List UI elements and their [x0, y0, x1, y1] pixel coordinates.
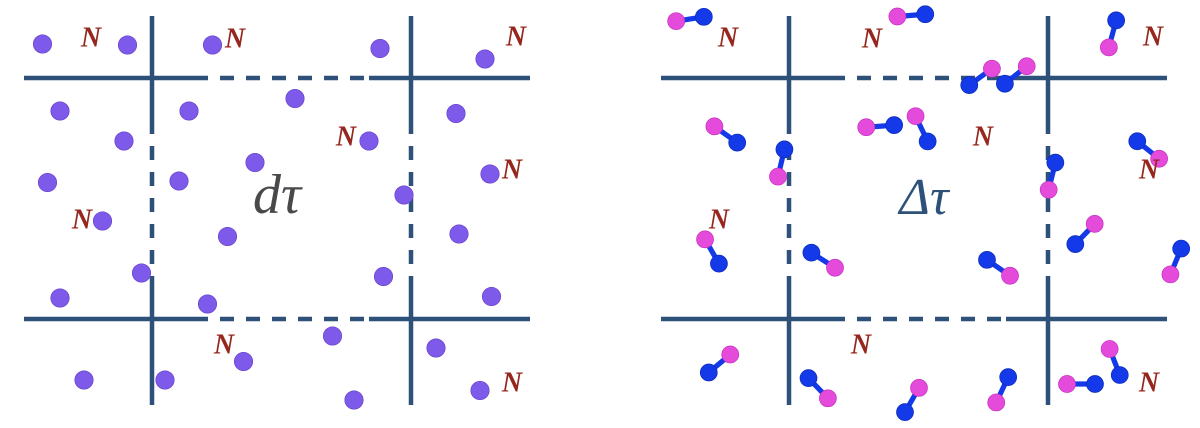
svg-text:N: N [335, 121, 358, 152]
svg-text:N: N [501, 367, 524, 398]
svg-text:N: N [1138, 367, 1161, 398]
svg-text:N: N [71, 204, 94, 235]
svg-text:N: N [505, 21, 528, 52]
svg-text:dτ: dτ [253, 164, 303, 226]
svg-text:N: N [972, 121, 995, 152]
svg-text:N: N [1138, 154, 1161, 185]
svg-text:N: N [80, 22, 103, 53]
svg-text:N: N [213, 329, 236, 360]
svg-text:N: N [850, 329, 873, 360]
svg-text:N: N [717, 22, 740, 53]
svg-text:N: N [1142, 21, 1165, 52]
svg-text:N: N [708, 204, 731, 235]
svg-text:Δτ: Δτ [897, 169, 951, 226]
svg-text:N: N [224, 23, 247, 54]
svg-text:N: N [861, 23, 884, 54]
svg-text:N: N [501, 154, 524, 185]
